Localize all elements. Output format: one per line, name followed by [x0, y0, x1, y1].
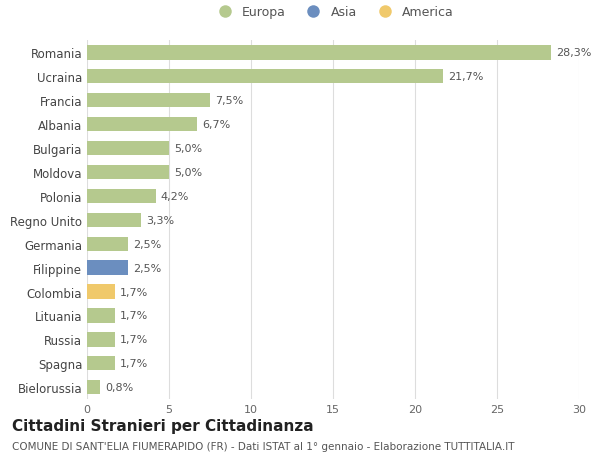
Text: 6,7%: 6,7% [202, 120, 230, 130]
Bar [87, 308, 115, 323]
Text: 0,8%: 0,8% [105, 382, 133, 392]
Bar [87, 165, 169, 180]
Text: COMUNE DI SANT'ELIA FIUMERAPIDO (FR) - Dati ISTAT al 1° gennaio - Elaborazione T: COMUNE DI SANT'ELIA FIUMERAPIDO (FR) - D… [12, 441, 515, 451]
Text: 2,5%: 2,5% [133, 239, 161, 249]
Bar [87, 94, 210, 108]
Bar [87, 356, 115, 371]
Bar [87, 189, 156, 204]
Text: Cittadini Stranieri per Cittadinanza: Cittadini Stranieri per Cittadinanza [12, 418, 314, 433]
Text: 7,5%: 7,5% [215, 96, 243, 106]
Text: 4,2%: 4,2% [161, 191, 189, 202]
Text: 5,0%: 5,0% [174, 144, 202, 154]
Bar [87, 118, 197, 132]
Text: 28,3%: 28,3% [556, 48, 592, 58]
Text: 1,7%: 1,7% [120, 311, 148, 321]
Bar [87, 70, 443, 84]
Bar [87, 380, 100, 395]
Bar [87, 261, 128, 275]
Bar [87, 332, 115, 347]
Bar [87, 285, 115, 299]
Text: 1,7%: 1,7% [120, 335, 148, 345]
Text: 21,7%: 21,7% [448, 72, 483, 82]
Text: 3,3%: 3,3% [146, 215, 174, 225]
Bar [87, 141, 169, 156]
Text: 1,7%: 1,7% [120, 358, 148, 369]
Bar [87, 237, 128, 252]
Text: 2,5%: 2,5% [133, 263, 161, 273]
Bar [87, 46, 551, 61]
Legend: Europa, Asia, America: Europa, Asia, America [212, 6, 454, 19]
Text: 5,0%: 5,0% [174, 168, 202, 178]
Bar [87, 213, 141, 228]
Text: 1,7%: 1,7% [120, 287, 148, 297]
